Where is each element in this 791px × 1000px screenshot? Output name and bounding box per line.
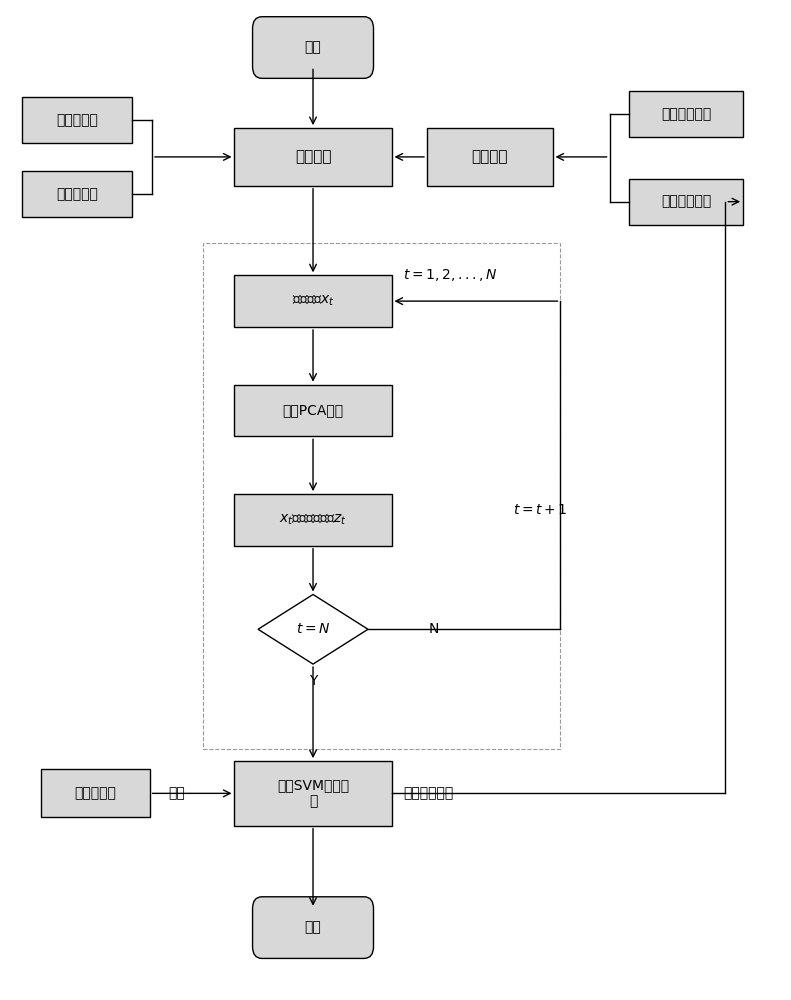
- Bar: [234, 385, 392, 436]
- Bar: [22, 97, 132, 143]
- Bar: [234, 494, 392, 546]
- Bar: [234, 761, 392, 826]
- Text: 测试数据集: 测试数据集: [56, 187, 98, 201]
- Text: $t=N$: $t=N$: [296, 622, 331, 636]
- Text: 结束: 结束: [305, 921, 321, 935]
- Text: 测试数据集: 测试数据集: [74, 786, 116, 800]
- Text: 输入数据$x_t$: 输入数据$x_t$: [292, 294, 335, 308]
- Bar: [41, 769, 149, 817]
- Bar: [203, 243, 561, 749]
- Text: $x_t$对应低维输出$z_t$: $x_t$对应低维输出$z_t$: [279, 513, 347, 527]
- Bar: [234, 275, 392, 327]
- Text: 测试数据标签: 测试数据标签: [661, 195, 711, 209]
- Polygon shape: [258, 594, 368, 664]
- Text: 测试数据分类: 测试数据分类: [403, 786, 453, 800]
- Bar: [22, 171, 132, 217]
- Bar: [629, 179, 743, 225]
- Text: 在线PCA降维: 在线PCA降维: [282, 403, 343, 418]
- Text: 开始: 开始: [305, 41, 321, 55]
- FancyBboxPatch shape: [252, 897, 373, 958]
- Text: 数据标签: 数据标签: [471, 149, 508, 164]
- FancyBboxPatch shape: [252, 17, 373, 78]
- Text: Y: Y: [308, 674, 317, 688]
- Bar: [629, 91, 743, 137]
- Text: N: N: [429, 622, 439, 636]
- Text: 输入: 输入: [168, 786, 186, 800]
- Text: $t=1,2,...,N$: $t=1,2,...,N$: [403, 267, 498, 283]
- Bar: [234, 128, 392, 186]
- Text: 训练数据集: 训练数据集: [56, 113, 98, 127]
- Text: 建立SVM分类模
型: 建立SVM分类模 型: [277, 778, 349, 808]
- Text: $t=t+1$: $t=t+1$: [513, 503, 568, 517]
- Text: 训练数据标签: 训练数据标签: [661, 107, 711, 121]
- Text: 采样数据: 采样数据: [295, 149, 331, 164]
- Bar: [427, 128, 553, 186]
